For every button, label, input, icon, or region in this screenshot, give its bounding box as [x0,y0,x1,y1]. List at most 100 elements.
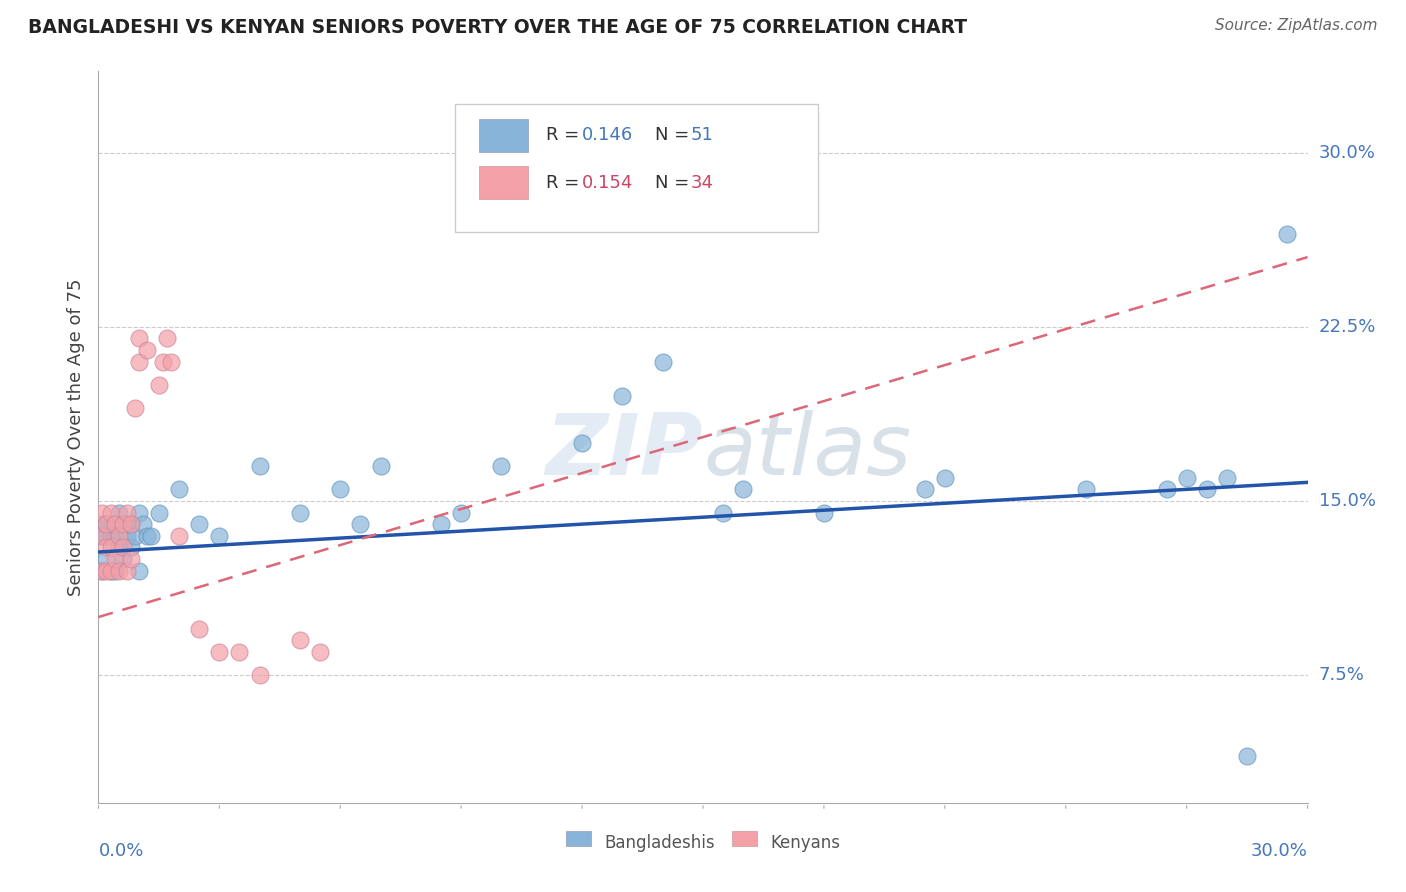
Point [96,529,118,543]
Point [96,517,118,532]
Point [167,483,190,497]
Point [103,517,125,532]
Point [228,645,250,659]
Point [208,529,231,543]
Text: BANGLADESHI VS KENYAN SENIORS POVERTY OVER THE AGE OF 75 CORRELATION CHART: BANGLADESHI VS KENYAN SENIORS POVERTY OV… [28,18,967,37]
Point [91,506,114,520]
Point [100,564,122,578]
Point [100,564,122,578]
Point [135,529,157,543]
Point [612,389,634,403]
Point [96,552,118,566]
Point [188,517,211,532]
Text: 30.0%: 30.0% [1251,842,1308,860]
Point [188,622,211,636]
Text: R =: R = [546,126,585,144]
Point [111,517,134,532]
Point [100,529,122,543]
FancyBboxPatch shape [479,167,527,200]
Point [107,541,129,555]
Point [135,343,157,357]
Point [148,377,170,392]
Point [1236,749,1258,764]
Text: atlas: atlas [703,410,911,493]
Point [100,506,122,520]
Point [711,506,734,520]
Point [914,483,936,497]
Point [96,541,118,555]
FancyBboxPatch shape [456,104,818,232]
Point [152,354,174,368]
Point [91,517,114,532]
Point [107,529,129,543]
Point [148,506,170,520]
Point [103,564,125,578]
Text: ZIP: ZIP [546,410,703,493]
Point [111,552,134,566]
Point [288,633,311,648]
Text: 34: 34 [690,174,714,192]
Text: 51: 51 [690,126,714,144]
Point [91,529,114,543]
Point [1216,471,1239,485]
Point [111,517,134,532]
Point [96,517,118,532]
Point [288,506,311,520]
Point [309,645,332,659]
Point [208,645,231,659]
Point [115,564,138,578]
Text: 15.0%: 15.0% [1319,491,1375,510]
Point [1195,483,1218,497]
Point [91,564,114,578]
Point [1074,483,1097,497]
Point [128,564,150,578]
Text: 0.154: 0.154 [582,174,634,192]
Point [1156,483,1178,497]
Point [96,564,118,578]
Point [329,483,352,497]
Point [124,529,146,543]
Point [651,354,673,368]
Point [111,541,134,555]
Point [132,517,155,532]
Point [91,564,114,578]
Point [120,517,142,532]
Point [128,354,150,368]
Point [115,506,138,520]
Point [1175,471,1198,485]
Point [103,529,125,543]
Point [156,331,179,345]
Legend: Bangladeshis, Kenyans: Bangladeshis, Kenyans [558,826,848,860]
Point [491,459,513,474]
Point [249,459,271,474]
Text: N =: N = [655,126,695,144]
Text: R =: R = [546,174,585,192]
Point [115,529,138,543]
Point [115,517,138,532]
Point [733,483,755,497]
Text: 22.5%: 22.5% [1319,318,1376,335]
Point [139,529,162,543]
Text: 0.146: 0.146 [582,126,633,144]
Point [120,517,142,532]
Point [120,541,142,555]
Text: N =: N = [655,174,695,192]
Point [124,401,146,415]
Point [370,459,392,474]
Point [571,436,593,450]
Point [934,471,956,485]
Point [107,564,129,578]
Text: 0.0%: 0.0% [98,842,143,860]
Point [1277,227,1299,241]
Point [91,529,114,543]
Point [813,506,835,520]
Y-axis label: Seniors Poverty Over the Age of 75: Seniors Poverty Over the Age of 75 [66,278,84,596]
Text: Source: ZipAtlas.com: Source: ZipAtlas.com [1215,18,1378,33]
Point [128,506,150,520]
Text: 7.5%: 7.5% [1319,666,1365,684]
FancyBboxPatch shape [479,119,527,152]
Point [450,506,472,520]
Point [430,517,453,532]
Point [249,668,271,682]
Text: 30.0%: 30.0% [1319,144,1375,161]
